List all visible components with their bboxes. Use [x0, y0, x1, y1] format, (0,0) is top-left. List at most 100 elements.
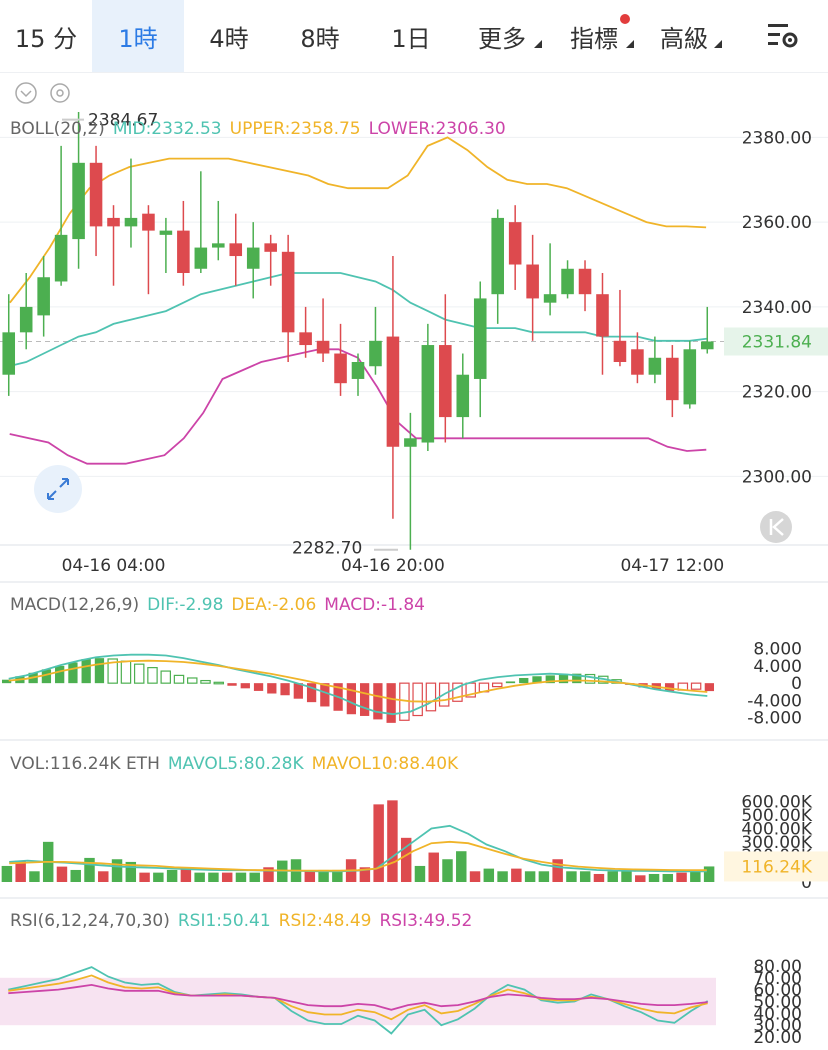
candle-body	[561, 268, 574, 295]
macd-bar	[253, 683, 264, 691]
vol-name-label: VOL:116.24K ETH	[10, 754, 160, 774]
volume-bar	[304, 871, 316, 882]
macd-bar	[373, 683, 383, 720]
volume-bar	[483, 868, 495, 882]
candle-body	[72, 162, 85, 240]
candle-body	[351, 362, 365, 379]
volume-bar	[139, 872, 150, 882]
tab-8[interactable]: 高級	[640, 0, 728, 72]
volume-bar	[208, 872, 219, 882]
macd-bar	[664, 683, 675, 691]
tab-label: 指標	[570, 24, 618, 53]
macd-bar	[200, 679, 211, 684]
y-tick-label: 4.000	[753, 657, 802, 677]
volume-bar	[593, 873, 605, 882]
macd-bar	[572, 673, 582, 684]
volume-bar	[56, 866, 68, 882]
boll-lower-label: LOWER:2306.30	[369, 119, 506, 139]
scroll-to-latest-button[interactable]	[760, 511, 792, 543]
y-tick-label: 2340.00	[742, 298, 812, 318]
last-volume-tag	[724, 851, 828, 882]
last-price-tag	[724, 327, 828, 356]
macd-name-label: MACD(12,26,9)	[10, 595, 139, 615]
candle-body	[212, 243, 225, 248]
volume-bar	[400, 837, 412, 882]
volume-bar	[70, 869, 81, 882]
macd-bar	[425, 682, 437, 712]
candle-body	[37, 277, 50, 316]
volume-bar	[703, 866, 715, 882]
candle-body	[107, 217, 120, 227]
fullscreen-button-bg	[34, 465, 82, 513]
macd-bar	[133, 663, 145, 684]
y-tick-label: 30.00	[753, 1016, 802, 1036]
y-tick-label: 2380.00	[742, 128, 812, 148]
gear-center-icon	[56, 89, 64, 97]
macd-bar	[386, 683, 396, 723]
candle-body	[526, 264, 539, 299]
rsi3-label: RSI3:49.52	[380, 911, 473, 931]
tab-label: 1時	[118, 24, 158, 53]
candle-body	[666, 357, 679, 401]
macd-bar	[505, 681, 516, 684]
candle-body	[194, 247, 208, 269]
rsi-name-label: RSI(6,12,24,70,30)	[10, 911, 170, 931]
macd-bar	[412, 682, 423, 717]
macd-bar	[41, 669, 52, 684]
last-price-label: 2331.84	[742, 332, 812, 352]
macd-bar	[227, 683, 237, 686]
chart-settings-button[interactable]	[756, 14, 806, 58]
tab-7[interactable]: 指標	[548, 0, 640, 72]
volume-bar	[428, 852, 439, 882]
y-tick-label: -8.000	[747, 709, 802, 729]
volume-bar	[552, 859, 563, 882]
tab-5[interactable]: 1日	[366, 0, 456, 72]
y-tick-label: 600.00K	[741, 793, 812, 813]
y-tick-label: -4.000	[747, 691, 802, 711]
volume-bar	[538, 871, 550, 882]
volume-bar	[635, 875, 646, 882]
volume-bar	[621, 871, 632, 882]
volume-bar	[497, 871, 508, 882]
tab-2[interactable]: 1時	[92, 0, 184, 72]
timeframe-tab-bar: 15 分 1時 4時 8時 1日 更多 指標 高級	[0, 0, 828, 73]
tab-4[interactable]: 8時	[274, 0, 366, 72]
volume-bar	[221, 872, 233, 882]
boll-mid-line	[8, 272, 708, 368]
y-tick-label: 300.00K	[741, 833, 812, 853]
boll-upper-label: UPPER:2358.75	[230, 119, 361, 139]
expand-arrows-icon	[47, 478, 69, 500]
fullscreen-button[interactable]	[34, 465, 82, 513]
macd-bar	[491, 682, 503, 688]
candle-body	[456, 374, 470, 418]
volume-bar	[111, 859, 123, 882]
volume-bar	[15, 860, 26, 882]
volume-bar	[98, 871, 109, 882]
macd-bar	[704, 683, 715, 692]
macd-bar	[267, 683, 277, 694]
rsi2-line	[8, 974, 708, 1021]
tab-3[interactable]: 4時	[184, 0, 274, 72]
macd-bar	[452, 682, 463, 702]
volume-bar	[442, 859, 453, 882]
collapse-indicator-button[interactable]	[15, 82, 37, 104]
volume-bar	[180, 867, 192, 882]
mavol10-line	[9, 840, 707, 872]
dropdown-triangle-icon	[626, 40, 634, 48]
volume-bar	[166, 869, 178, 882]
candle-body	[543, 294, 557, 303]
candle-body	[631, 349, 644, 375]
macd-bar	[107, 658, 118, 684]
gear-icon	[50, 83, 70, 103]
macd-bar	[280, 683, 290, 696]
volume-bar	[579, 871, 591, 882]
macd-bar	[240, 683, 250, 689]
tab-6[interactable]: 更多	[456, 0, 548, 72]
tab-1[interactable]: 15 分	[0, 0, 92, 72]
indicator-settings-button[interactable]	[50, 83, 70, 103]
skip-back-icon	[769, 518, 784, 536]
volume-bar	[456, 851, 467, 882]
boll-mid-label: MID:2332.53	[113, 119, 222, 139]
volume-bar	[153, 872, 164, 882]
